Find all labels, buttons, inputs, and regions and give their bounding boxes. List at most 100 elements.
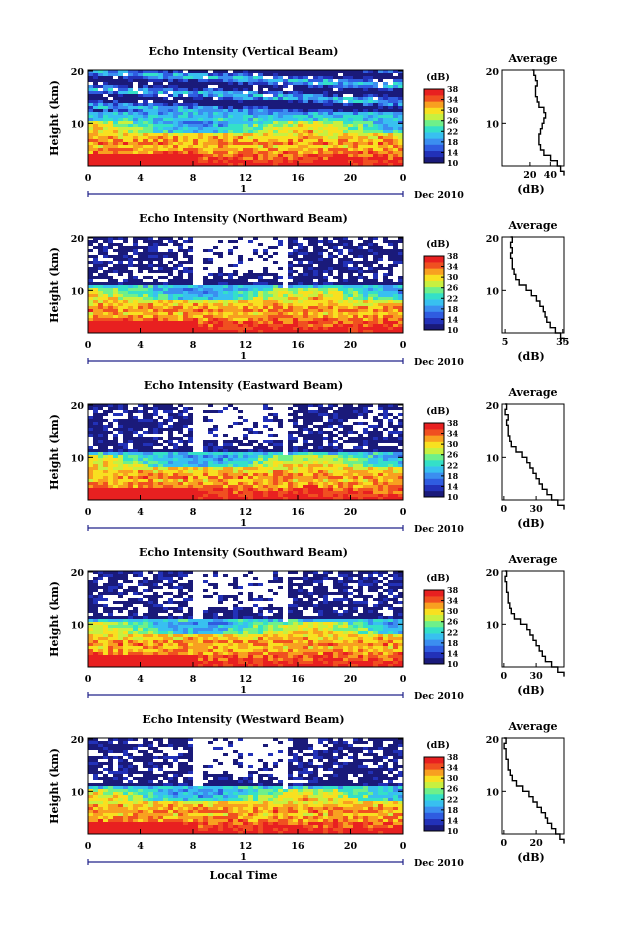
heatmap-cell — [308, 300, 314, 304]
heatmap-cell — [308, 407, 314, 411]
heatmap-cell — [333, 294, 339, 298]
heatmap-cell — [163, 321, 169, 325]
heatmap-cell — [183, 440, 189, 444]
heatmap-cell — [113, 97, 119, 101]
heatmap-cell — [378, 73, 384, 77]
heatmap-cell — [383, 255, 389, 259]
heatmap-cell — [183, 416, 189, 420]
heatmap-cell — [153, 321, 159, 325]
heatmap-cell — [108, 273, 114, 277]
heatmap-cell — [98, 437, 104, 441]
heatmap-cell — [118, 139, 124, 143]
heatmap-cell — [108, 276, 114, 280]
heatmap-cell — [198, 428, 204, 432]
heatmap-cell — [368, 267, 374, 271]
heatmap-cell — [128, 106, 134, 110]
heatmap-cell — [163, 142, 169, 146]
heatmap-cell — [133, 279, 139, 283]
heatmap-cell — [183, 85, 189, 89]
heatmap-cell — [213, 309, 219, 313]
heatmap-cell — [173, 321, 179, 325]
heatmap-cell — [163, 85, 169, 89]
heatmap-cell — [263, 157, 269, 161]
heatmap-cell — [303, 285, 309, 289]
heatmap-cell — [303, 88, 309, 92]
heatmap-cell — [368, 115, 374, 119]
heatmap-cell — [253, 136, 259, 140]
heatmap-cell — [383, 273, 389, 277]
heatmap-cell — [173, 142, 179, 146]
heatmap-cell — [398, 70, 404, 74]
heatmap-cell — [358, 258, 364, 262]
heatmap-cell — [258, 73, 264, 77]
heatmap-cell — [123, 434, 129, 438]
heatmap-cell — [118, 109, 124, 113]
heatmap-cell — [238, 249, 244, 253]
heatmap-cell — [258, 410, 264, 414]
heatmap-cell — [163, 419, 169, 423]
heatmap-cell — [313, 121, 319, 125]
heatmap-cell — [218, 291, 224, 295]
heatmap-cell — [353, 282, 359, 286]
heatmap-cell — [338, 261, 344, 265]
heatmap-cell — [218, 243, 224, 247]
heatmap-cell — [93, 142, 99, 146]
heatmap-cell — [178, 112, 184, 116]
heatmap-cell — [388, 440, 394, 444]
heatmap-cell — [323, 112, 329, 116]
heatmap-cell — [273, 145, 279, 149]
heatmap-cell — [133, 109, 139, 113]
heatmap-cell — [313, 136, 319, 140]
heatmap-cell — [283, 124, 289, 128]
heatmap-cell — [133, 130, 139, 134]
heatmap-cell — [363, 82, 369, 86]
heatmap-cell — [388, 267, 394, 271]
heatmap-cell — [143, 267, 149, 271]
heatmap-cell — [118, 288, 124, 292]
heatmap-cell — [243, 76, 249, 80]
heatmap-cell — [103, 142, 109, 146]
heatmap-cell — [333, 330, 339, 334]
heatmap-cell — [368, 291, 374, 295]
heatmap-cell — [273, 136, 279, 140]
heatmap-cell — [228, 288, 234, 292]
heatmap-cell — [323, 103, 329, 107]
heatmap-cell — [203, 318, 209, 322]
heatmap-cell — [173, 73, 179, 77]
heatmap-cell — [258, 312, 264, 316]
heatmap-cell — [268, 318, 274, 322]
heatmap-cell — [213, 312, 219, 316]
heatmap-cell — [118, 437, 124, 441]
heatmap-cell — [303, 428, 309, 432]
heatmap-cell — [168, 157, 174, 161]
heatmap-cell — [228, 237, 234, 241]
heatmap-cell — [203, 160, 209, 164]
heatmap-cell — [148, 297, 154, 301]
heatmap-cell — [343, 85, 349, 89]
heatmap-cell — [118, 407, 124, 411]
heatmap-cell — [288, 154, 294, 158]
heatmap-cell — [188, 267, 194, 271]
heatmap-cell — [253, 434, 259, 438]
heatmap-cell — [153, 428, 159, 432]
heatmap-cell — [168, 115, 174, 119]
heatmap-cell — [383, 312, 389, 316]
heatmap-cell — [158, 431, 164, 435]
heatmap-cell — [113, 112, 119, 116]
heatmap-cell — [313, 440, 319, 444]
heatmap-cell — [198, 109, 204, 113]
heatmap-cell — [123, 163, 129, 167]
heatmap-cell — [313, 133, 319, 137]
heatmap-cell — [313, 312, 319, 316]
heatmap-cell — [123, 291, 129, 295]
heatmap-cell — [158, 85, 164, 89]
heatmap-cell — [278, 264, 284, 268]
heatmap-cell — [133, 428, 139, 432]
heatmap-cell — [143, 255, 149, 259]
heatmap-cell — [248, 413, 254, 417]
heatmap-cell — [98, 100, 104, 104]
heatmap-cell — [243, 321, 249, 325]
heatmap-cell — [203, 124, 209, 128]
heatmap-cell — [253, 422, 259, 426]
